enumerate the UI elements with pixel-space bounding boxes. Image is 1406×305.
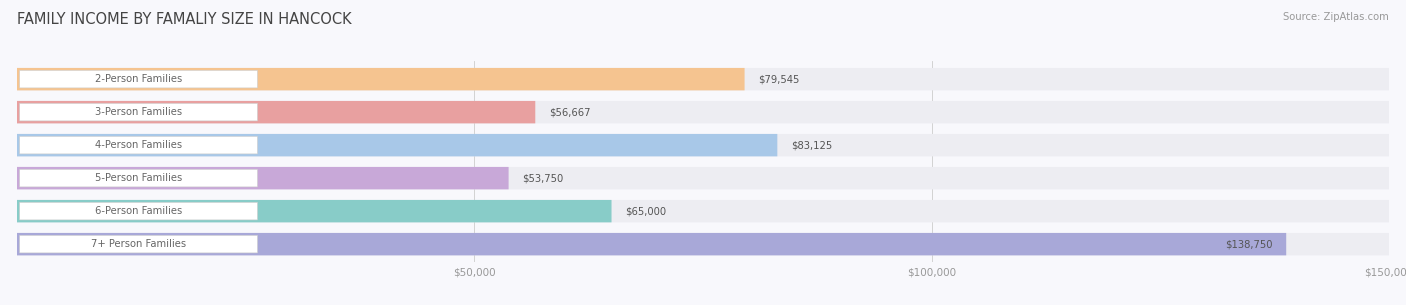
FancyBboxPatch shape bbox=[17, 200, 1389, 222]
FancyBboxPatch shape bbox=[17, 167, 1389, 189]
FancyBboxPatch shape bbox=[17, 101, 536, 123]
Text: $138,750: $138,750 bbox=[1225, 239, 1272, 249]
FancyBboxPatch shape bbox=[17, 134, 778, 156]
Text: $79,545: $79,545 bbox=[758, 74, 800, 84]
Text: 5-Person Families: 5-Person Families bbox=[96, 173, 183, 183]
Text: 7+ Person Families: 7+ Person Families bbox=[91, 239, 186, 249]
Text: $83,125: $83,125 bbox=[792, 140, 832, 150]
Text: FAMILY INCOME BY FAMALIY SIZE IN HANCOCK: FAMILY INCOME BY FAMALIY SIZE IN HANCOCK bbox=[17, 12, 352, 27]
Text: 6-Person Families: 6-Person Families bbox=[96, 206, 183, 216]
FancyBboxPatch shape bbox=[17, 233, 1286, 255]
FancyBboxPatch shape bbox=[20, 235, 257, 253]
FancyBboxPatch shape bbox=[17, 101, 1389, 123]
Text: 4-Person Families: 4-Person Families bbox=[96, 140, 183, 150]
FancyBboxPatch shape bbox=[20, 203, 257, 220]
FancyBboxPatch shape bbox=[17, 68, 1389, 90]
FancyBboxPatch shape bbox=[17, 200, 612, 222]
FancyBboxPatch shape bbox=[17, 134, 1389, 156]
FancyBboxPatch shape bbox=[20, 169, 257, 187]
Text: 3-Person Families: 3-Person Families bbox=[96, 107, 183, 117]
FancyBboxPatch shape bbox=[20, 136, 257, 154]
Text: $65,000: $65,000 bbox=[626, 206, 666, 216]
FancyBboxPatch shape bbox=[20, 70, 257, 88]
FancyBboxPatch shape bbox=[20, 103, 257, 121]
FancyBboxPatch shape bbox=[17, 68, 745, 90]
Text: $56,667: $56,667 bbox=[548, 107, 591, 117]
Text: $53,750: $53,750 bbox=[522, 173, 564, 183]
Text: Source: ZipAtlas.com: Source: ZipAtlas.com bbox=[1284, 12, 1389, 22]
Text: 2-Person Families: 2-Person Families bbox=[96, 74, 183, 84]
FancyBboxPatch shape bbox=[17, 233, 1389, 255]
FancyBboxPatch shape bbox=[17, 167, 509, 189]
